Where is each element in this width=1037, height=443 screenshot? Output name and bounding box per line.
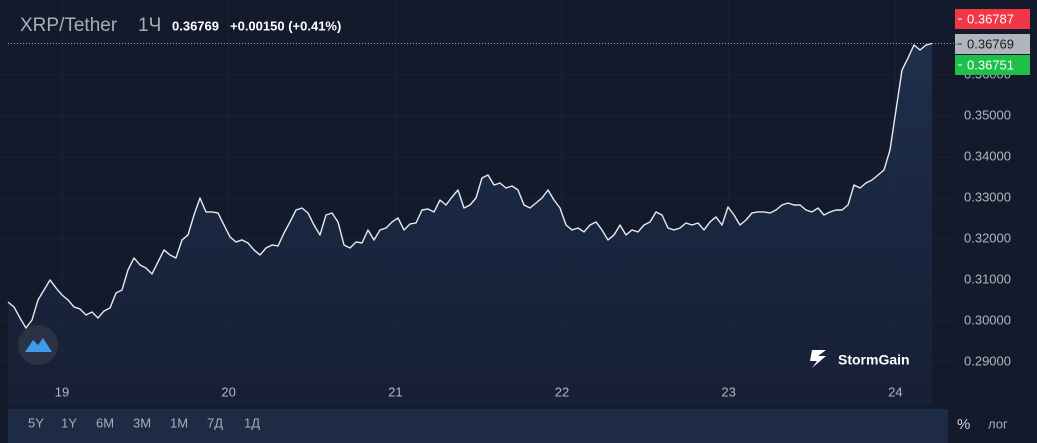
brand-logo: StormGain — [810, 350, 910, 368]
x-tick-label: 24 — [888, 384, 902, 399]
price-tag — [955, 34, 1030, 54]
x-tick-label: 22 — [555, 384, 569, 399]
range-button[interactable]: 1M — [170, 415, 188, 430]
y-tick-label: 0.31000 — [964, 271, 1011, 286]
y-tick-label: 0.34000 — [964, 148, 1011, 163]
range-button[interactable]: 7Д — [207, 415, 223, 430]
y-tick-label: 0.29000 — [964, 353, 1011, 368]
last-price: 0.36769 — [172, 18, 219, 33]
range-button[interactable]: 5Y — [28, 415, 44, 430]
percent-toggle[interactable]: % — [957, 416, 970, 433]
area — [8, 43, 932, 406]
interval: 1Ч — [138, 15, 161, 36]
range-bar — [8, 409, 948, 443]
price-tag-label: 0.36769 — [967, 36, 1014, 51]
y-tick-label: 0.35000 — [964, 107, 1011, 122]
range-button[interactable]: 6M — [96, 415, 114, 430]
y-tick-label: 0.30000 — [964, 312, 1011, 327]
x-tick-label: 20 — [221, 384, 235, 399]
price-tag — [955, 55, 1030, 75]
brand: StormGain — [838, 352, 910, 368]
range-button[interactable]: 1Д — [244, 415, 260, 430]
y-tick-label: 0.33000 — [964, 189, 1011, 204]
x-tick-label: 21 — [388, 384, 402, 399]
x-tick-label: 19 — [55, 384, 69, 399]
price-tag — [955, 9, 1030, 29]
symbol: XRP/Tether — [20, 15, 118, 36]
logo-badge — [18, 325, 58, 365]
x-tick-label: 23 — [721, 384, 735, 399]
range-button[interactable]: 3M — [133, 415, 151, 430]
price-change: +0.00150 (+0.41%) — [230, 18, 341, 33]
price-line — [7, 42, 933, 329]
range-button[interactable]: 1Y — [61, 415, 77, 430]
price-tag-label: 0.36787 — [967, 11, 1014, 26]
price-tag-label: 0.36751 — [967, 57, 1014, 72]
log-toggle[interactable]: лог — [988, 416, 1008, 431]
y-tick-label: 0.32000 — [964, 230, 1011, 245]
toolbar — [955, 409, 1037, 443]
